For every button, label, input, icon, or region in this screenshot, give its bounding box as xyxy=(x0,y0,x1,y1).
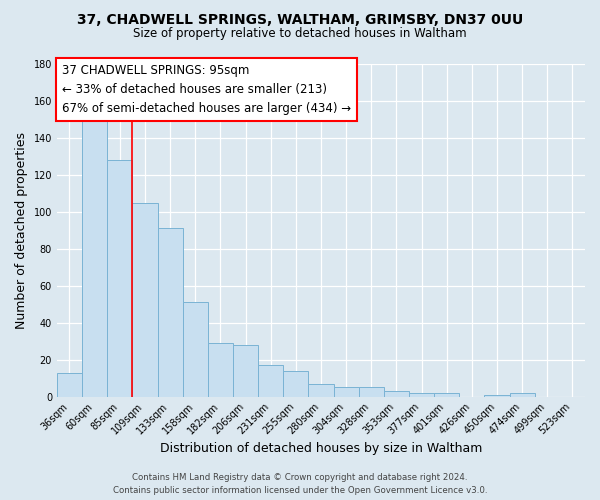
Bar xyxy=(107,160,133,396)
Bar xyxy=(509,393,535,396)
Bar xyxy=(334,388,359,396)
Text: Contains HM Land Registry data © Crown copyright and database right 2024.
Contai: Contains HM Land Registry data © Crown c… xyxy=(113,473,487,495)
Bar xyxy=(182,302,208,396)
Bar xyxy=(82,120,107,396)
Bar xyxy=(158,228,182,396)
Bar xyxy=(434,393,459,396)
Text: Size of property relative to detached houses in Waltham: Size of property relative to detached ho… xyxy=(133,28,467,40)
Bar xyxy=(57,372,82,396)
Bar xyxy=(308,384,334,396)
Bar xyxy=(208,343,233,396)
Bar xyxy=(359,388,384,396)
Bar xyxy=(258,365,283,396)
Bar xyxy=(133,202,158,396)
Text: 37, CHADWELL SPRINGS, WALTHAM, GRIMSBY, DN37 0UU: 37, CHADWELL SPRINGS, WALTHAM, GRIMSBY, … xyxy=(77,12,523,26)
Bar xyxy=(384,391,409,396)
Bar xyxy=(283,370,308,396)
Y-axis label: Number of detached properties: Number of detached properties xyxy=(15,132,28,329)
Text: 37 CHADWELL SPRINGS: 95sqm
← 33% of detached houses are smaller (213)
67% of sem: 37 CHADWELL SPRINGS: 95sqm ← 33% of deta… xyxy=(62,64,352,115)
Bar xyxy=(409,393,434,396)
Bar xyxy=(233,345,258,397)
X-axis label: Distribution of detached houses by size in Waltham: Distribution of detached houses by size … xyxy=(160,442,482,455)
Bar xyxy=(484,394,509,396)
